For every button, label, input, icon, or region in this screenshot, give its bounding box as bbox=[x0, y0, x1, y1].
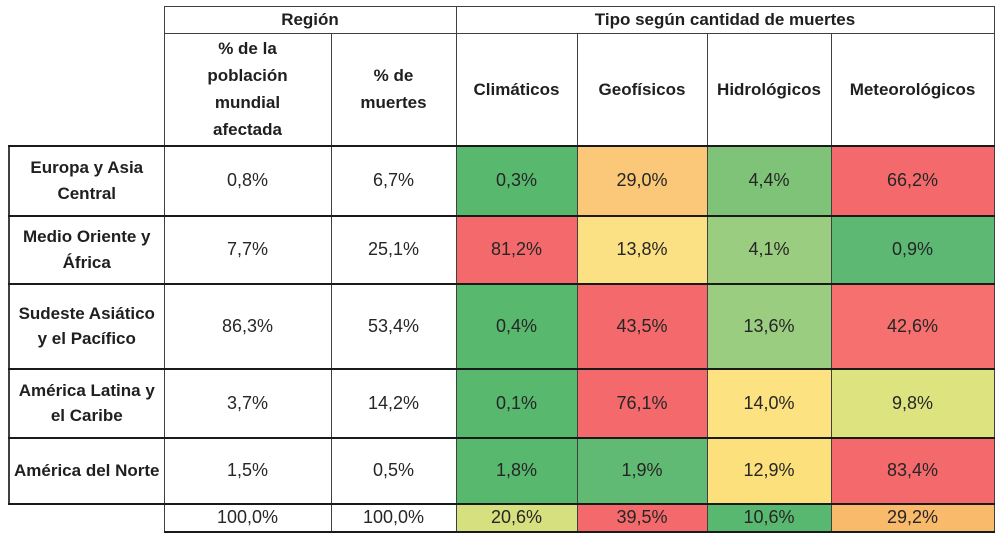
stat-cell: 53,4% bbox=[330, 282, 457, 370]
column-header-muertes: % de muertes bbox=[330, 33, 457, 146]
region-label: Medio Oriente y África bbox=[8, 214, 165, 285]
heatmap-cell: 1,8% bbox=[455, 436, 578, 505]
stat-cell: 25,1% bbox=[330, 214, 457, 285]
column-header-poblacion: % de la población mundial afectada bbox=[163, 33, 332, 146]
table-row: América del Norte 1,5% 0,5% 1,8% 1,9% 12… bbox=[8, 436, 995, 505]
column-header-meteorologicos: Meteorológicos bbox=[830, 33, 995, 146]
heatmap-cell: 66,2% bbox=[830, 144, 995, 217]
heatmap-cell: 43,5% bbox=[576, 282, 708, 370]
header-group-tipo: Tipo según cantidad de muertes bbox=[455, 6, 995, 34]
heatmap-cell: 12,9% bbox=[706, 436, 832, 505]
total-stat-cell: 100,0% bbox=[163, 503, 332, 533]
stat-cell: 1,5% bbox=[163, 436, 332, 505]
total-heatmap-cell: 39,5% bbox=[576, 503, 708, 533]
region-label: Europa y Asia Central bbox=[8, 144, 165, 217]
stat-cell: 7,7% bbox=[163, 214, 332, 285]
stat-cell: 86,3% bbox=[163, 282, 332, 370]
table-row: América Latina y el Caribe 3,7% 14,2% 0,… bbox=[8, 367, 995, 439]
region-label: Sudeste Asiático y el Pacífico bbox=[8, 282, 165, 370]
column-header-geofisicos: Geofísicos bbox=[576, 33, 708, 146]
heatmap-cell: 0,3% bbox=[455, 144, 578, 217]
stat-cell: 14,2% bbox=[330, 367, 457, 439]
stat-cell: 0,5% bbox=[330, 436, 457, 505]
top-left-empty-corner bbox=[9, 6, 164, 146]
heatmap-cell: 4,1% bbox=[706, 214, 832, 285]
column-header-row: % de la población mundial afectada % de … bbox=[9, 33, 995, 146]
bottom-left-empty-corner bbox=[9, 503, 164, 532]
total-heatmap-cell: 20,6% bbox=[455, 503, 578, 533]
heatmap-cell: 0,9% bbox=[830, 214, 995, 285]
heatmap-cell: 29,0% bbox=[576, 144, 708, 217]
heatmap-cell: 83,4% bbox=[830, 436, 995, 505]
column-header-climaticos: Climáticos bbox=[455, 33, 578, 146]
total-heatmap-cell: 10,6% bbox=[706, 503, 832, 533]
heatmap-cell: 13,8% bbox=[576, 214, 708, 285]
region-label: América Latina y el Caribe bbox=[8, 367, 165, 439]
stat-cell: 6,7% bbox=[330, 144, 457, 217]
table-row: Medio Oriente y África 7,7% 25,1% 81,2% … bbox=[8, 214, 995, 285]
table-row: Sudeste Asiático y el Pacífico 86,3% 53,… bbox=[8, 282, 995, 370]
disaster-deaths-table: Región Tipo según cantidad de muertes % … bbox=[8, 6, 995, 533]
heatmap-cell: 0,4% bbox=[455, 282, 578, 370]
heatmap-cell: 14,0% bbox=[706, 367, 832, 439]
heatmap-cell: 4,4% bbox=[706, 144, 832, 217]
total-heatmap-cell: 29,2% bbox=[830, 503, 995, 533]
column-header-hidrologicos: Hidrológicos bbox=[706, 33, 832, 146]
heatmap-cell: 76,1% bbox=[576, 367, 708, 439]
heatmap-cell: 81,2% bbox=[455, 214, 578, 285]
stat-cell: 0,8% bbox=[163, 144, 332, 217]
total-stat-cell: 100,0% bbox=[330, 503, 457, 533]
total-row: 100,0% 100,0% 20,6% 39,5% 10,6% 29,2% bbox=[9, 503, 995, 533]
heatmap-cell: 42,6% bbox=[830, 282, 995, 370]
header-group-region: Región bbox=[163, 6, 457, 34]
region-label: América del Norte bbox=[8, 436, 165, 505]
header-group-row: Región Tipo según cantidad de muertes bbox=[9, 6, 995, 146]
table-row: Europa y Asia Central 0,8% 6,7% 0,3% 29,… bbox=[8, 144, 995, 217]
heatmap-cell: 9,8% bbox=[830, 367, 995, 439]
heatmap-cell: 1,9% bbox=[576, 436, 708, 505]
heatmap-cell: 0,1% bbox=[455, 367, 578, 439]
stat-cell: 3,7% bbox=[163, 367, 332, 439]
heatmap-cell: 13,6% bbox=[706, 282, 832, 370]
